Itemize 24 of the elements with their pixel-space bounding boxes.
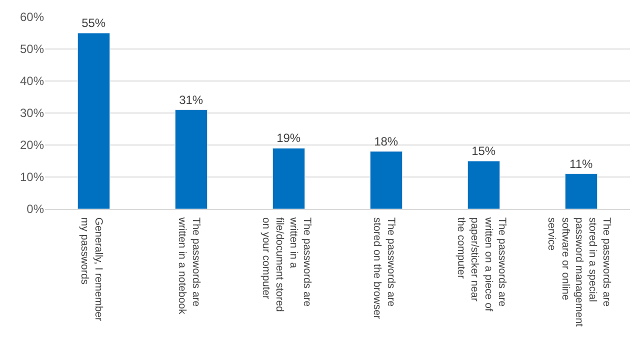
x-tick-label: The passwords are written in a file/document stored on your computer [260, 216, 313, 312]
y-tick-label: 0% [26, 202, 44, 216]
x-tick-label: The passwords are stored in a special password management software or online service [546, 217, 612, 327]
bar [564, 174, 598, 209]
y-tick-label: 30% [20, 106, 44, 120]
data-label: 15% [472, 144, 496, 158]
x-tick-label: The passwords are written on a piece of paper/sticker near the computer [455, 216, 508, 312]
bar [174, 110, 208, 209]
data-label: 31% [179, 92, 204, 107]
bar [370, 151, 403, 209]
data-label: 11% [570, 156, 593, 171]
y-tick-label: 50% [20, 42, 44, 56]
y-tick-label: 10% [20, 170, 44, 184]
y-tick-label: 40% [20, 74, 44, 88]
y-tick-label: 60% [20, 10, 44, 24]
data-label: 55% [82, 16, 106, 30]
data-label: 18% [374, 134, 398, 148]
bar [467, 160, 500, 209]
bar [77, 32, 110, 209]
y-tick-label: 20% [20, 138, 44, 152]
bar [272, 148, 306, 209]
x-tick-label: Generally, I remember my passwords [78, 217, 104, 322]
x-tick-label: The passwords are written in a notebook [176, 216, 202, 315]
data-label: 19% [276, 131, 301, 146]
